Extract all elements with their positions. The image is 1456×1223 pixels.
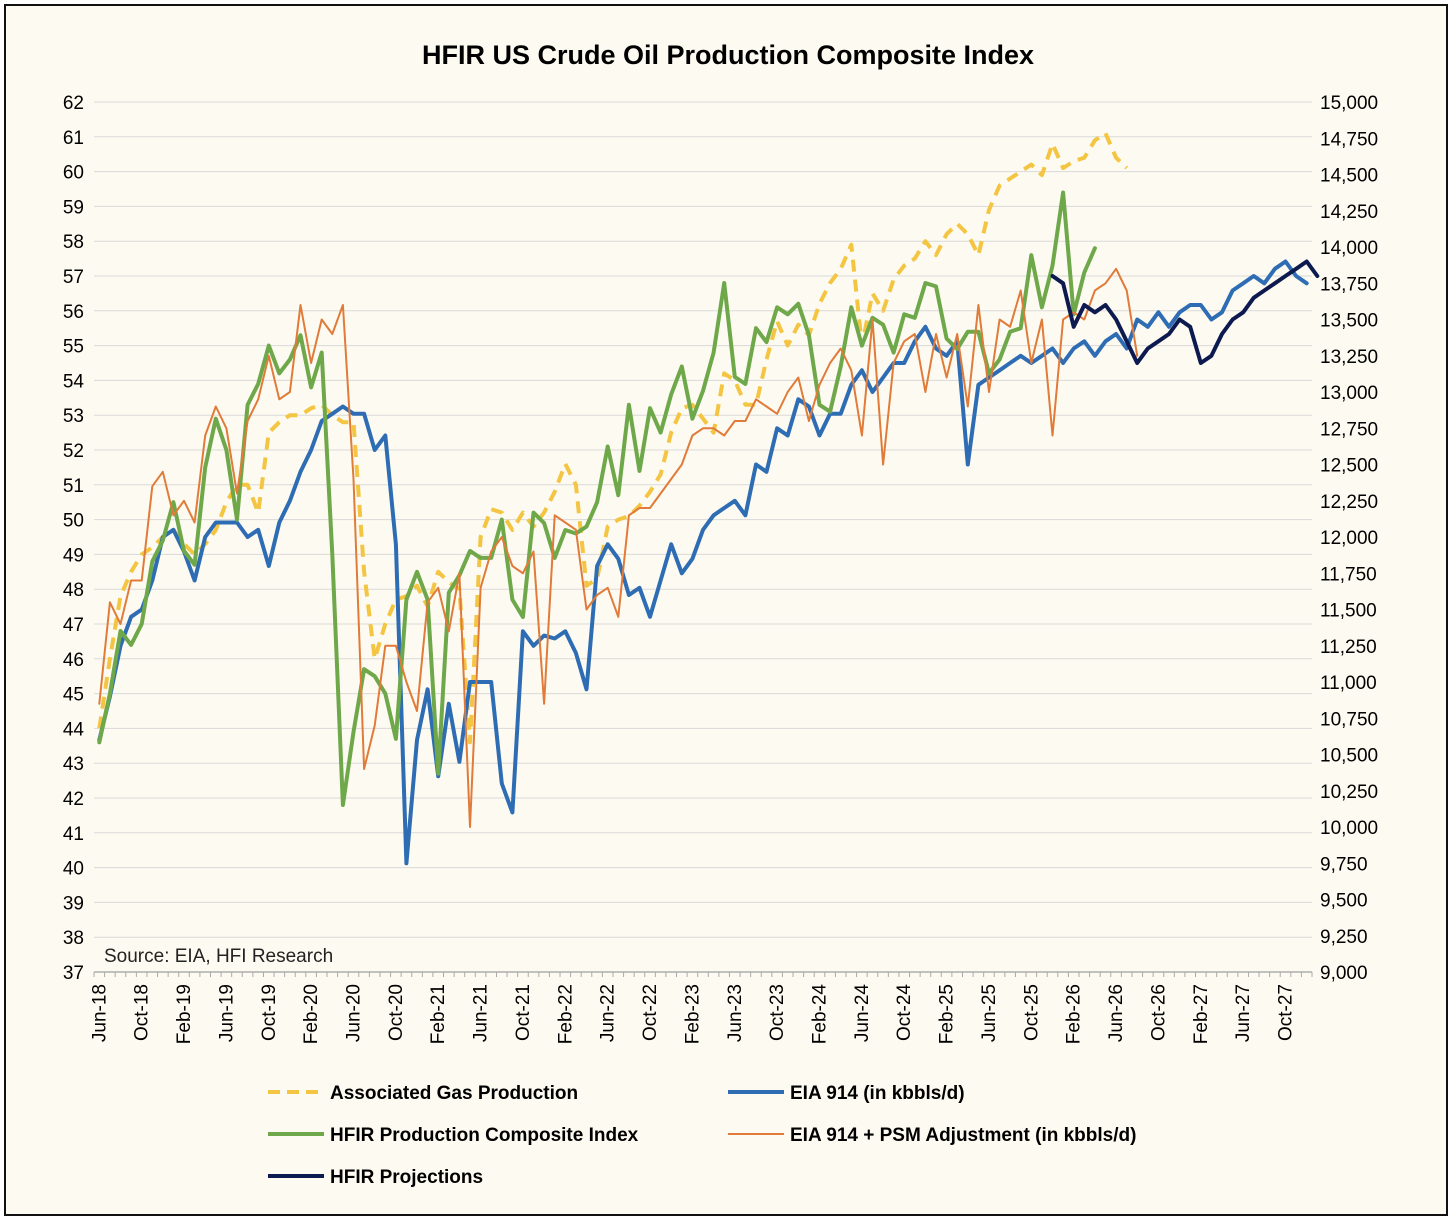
- right-tick-label: 14,500: [1320, 166, 1378, 187]
- x-tick-label: Oct-23: [767, 984, 788, 1041]
- left-tick-label: 58: [63, 232, 84, 253]
- x-tick-label: Jun-26: [1106, 984, 1127, 1042]
- series-hfir-production-composite-index: [97, 190, 1097, 807]
- left-tick-label: 45: [63, 685, 84, 706]
- left-tick-label: 62: [63, 93, 84, 114]
- legend-label: EIA 914 + PSM Adjustment (in kbbls/d): [790, 1125, 1136, 1146]
- left-tick-label: 59: [63, 197, 84, 218]
- left-tick-label: 42: [63, 789, 84, 810]
- left-tick-label: 49: [63, 545, 84, 566]
- right-tick-label: 10,250: [1320, 782, 1378, 803]
- x-tick-label: Jun-22: [598, 984, 619, 1042]
- left-tick-label: 38: [63, 928, 84, 949]
- right-tick-label: 13,250: [1320, 347, 1378, 368]
- right-tick-label: 10,750: [1320, 709, 1378, 730]
- legend-label: HFIR Production Composite Index: [330, 1125, 639, 1146]
- right-tick-label: 13,750: [1320, 274, 1378, 295]
- right-tick-label: 9,250: [1320, 927, 1368, 948]
- x-tick-label: Feb-19: [174, 984, 195, 1044]
- right-tick-label: 11,250: [1320, 637, 1377, 658]
- x-tick-label: Oct-26: [1148, 984, 1169, 1041]
- x-tick-label: Jun-19: [216, 984, 237, 1042]
- x-tick-label: Feb-23: [682, 984, 703, 1044]
- series-lines: [97, 131, 1320, 866]
- x-tick-label: Feb-27: [1191, 984, 1212, 1044]
- left-tick-label: 43: [63, 754, 84, 775]
- right-tick-label: 13,000: [1320, 383, 1378, 404]
- left-tick-label: 44: [63, 719, 85, 740]
- left-tick-label: 46: [63, 650, 84, 671]
- right-tick-label: 12,500: [1320, 456, 1378, 477]
- left-tick-label: 60: [63, 163, 84, 184]
- right-tick-label: 14,000: [1320, 238, 1378, 259]
- left-tick-label: 52: [63, 441, 84, 462]
- legend-label: HFIR Projections: [330, 1167, 483, 1188]
- x-tick-label: Jun-23: [725, 984, 746, 1042]
- x-tick-label: Jun-18: [89, 984, 110, 1042]
- x-tick-label: Feb-20: [301, 984, 322, 1044]
- left-tick-label: 47: [63, 615, 84, 636]
- left-tick-label: 39: [63, 893, 84, 914]
- series-hfir-projections: [1050, 259, 1320, 365]
- x-tick-label: Jun-20: [343, 984, 364, 1042]
- series-eia-914-in-kbbls-d: [97, 259, 1309, 866]
- right-tick-label: 12,750: [1320, 419, 1378, 440]
- chart-svg: HFIR US Crude Oil Production Composite I…: [63, 40, 1378, 1188]
- left-tick-label: 54: [63, 371, 85, 392]
- x-tick-label: Feb-22: [555, 984, 576, 1044]
- right-tick-label: 9,750: [1320, 854, 1368, 875]
- x-tick-label: Feb-25: [937, 984, 958, 1044]
- left-tick-label: 48: [63, 580, 84, 601]
- right-tick-label: 12,250: [1320, 492, 1378, 513]
- x-tick-label: Jun-25: [979, 984, 1000, 1042]
- right-tick-label: 11,000: [1320, 673, 1377, 694]
- left-tick-label: 37: [63, 963, 84, 984]
- x-tick-label: Feb-26: [1064, 984, 1085, 1044]
- left-tick-label: 56: [63, 302, 84, 323]
- right-tick-label: 12,000: [1320, 528, 1378, 549]
- x-tick-label: Feb-21: [428, 984, 449, 1044]
- x-tick-label: Jun-24: [852, 984, 873, 1043]
- source-note: Source: EIA, HFI Research: [104, 946, 333, 967]
- left-tick-label: 57: [63, 267, 84, 288]
- x-tick-label: Jun-21: [471, 984, 492, 1042]
- chart-title: HFIR US Crude Oil Production Composite I…: [422, 40, 1034, 70]
- right-tick-label: 10,000: [1320, 818, 1378, 839]
- x-tick-label: Oct-27: [1276, 984, 1297, 1041]
- left-tick-label: 61: [63, 128, 84, 149]
- chart-frame: HFIR US Crude Oil Production Composite I…: [4, 4, 1448, 1216]
- x-tick-label: Oct-20: [386, 984, 407, 1041]
- legend-label: Associated Gas Production: [330, 1083, 578, 1104]
- right-tick-label: 14,250: [1320, 202, 1378, 223]
- x-tick-label: Oct-21: [513, 984, 534, 1041]
- series-eia-914-psm-adjustment-in-kbbls-d: [98, 267, 1139, 828]
- right-tick-label: 11,750: [1320, 564, 1377, 585]
- right-tick-label: 14,750: [1320, 129, 1378, 150]
- legend: Associated Gas Production EIA 914 (in kbb…: [268, 1083, 1136, 1188]
- right-tick-label: 15,000: [1320, 93, 1378, 114]
- left-tick-label: 41: [63, 824, 84, 845]
- left-tick-label: 55: [63, 337, 84, 358]
- gridlines: [94, 101, 1312, 973]
- right-tick-label: 9,500: [1320, 891, 1368, 912]
- legend-label: EIA 914 (in kbbls/d): [790, 1083, 965, 1104]
- axes: 37 38 39 40 41 42 43 44 45 46 47 48 49 50 51 52 53 54 55 56…: [63, 93, 1378, 1044]
- x-tick-label: Oct-19: [259, 984, 280, 1041]
- x-tick-label: Oct-25: [1021, 984, 1042, 1041]
- right-tick-label: 13,500: [1320, 311, 1378, 332]
- x-tick-label: Oct-18: [132, 984, 153, 1041]
- right-tick-label: 11,500: [1320, 601, 1377, 622]
- left-tick-label: 51: [63, 476, 84, 497]
- left-tick-label: 50: [63, 511, 84, 532]
- x-tick-label: Jun-27: [1233, 984, 1254, 1042]
- right-tick-label: 9,000: [1320, 963, 1368, 984]
- right-tick-label: 10,500: [1320, 746, 1378, 767]
- left-tick-label: 40: [63, 859, 84, 880]
- x-tick-label: Oct-22: [640, 984, 661, 1041]
- x-tick-label: Feb-24: [810, 984, 831, 1045]
- x-tick-label: Oct-24: [894, 984, 915, 1041]
- left-tick-label: 53: [63, 406, 84, 427]
